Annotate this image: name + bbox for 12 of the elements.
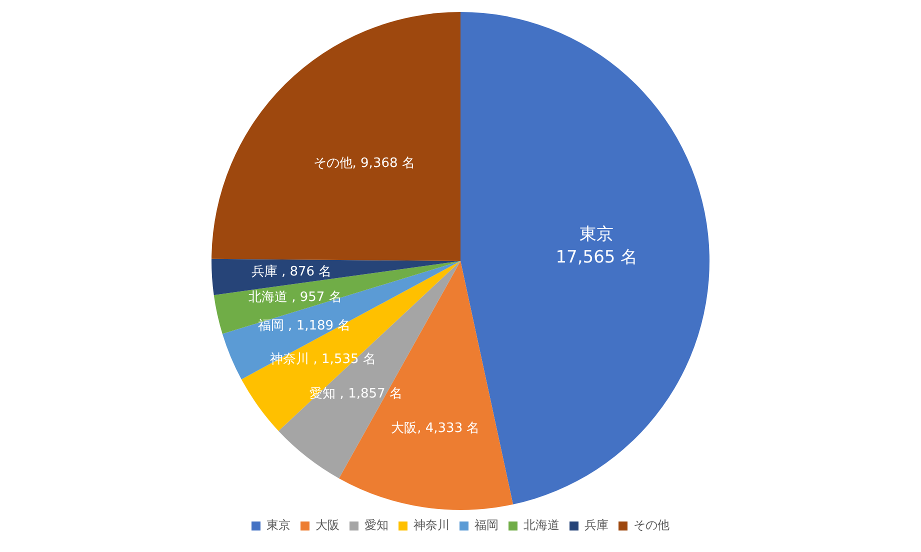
data-label: 兵庫 , 876 名 — [251, 263, 332, 280]
data-label: その他, 9,368 名 — [313, 156, 415, 172]
legend-label: 神奈川 — [414, 518, 450, 532]
legend-label: 愛知 — [364, 518, 388, 532]
legend-label: 北海道 — [524, 518, 560, 532]
data-label: 大阪, 4,333 名 — [391, 420, 480, 436]
legend-label: 福岡 — [474, 518, 498, 532]
legend-label: 兵庫 — [584, 518, 608, 532]
legend-label: 東京 — [266, 518, 290, 532]
legend-label: 大阪 — [316, 518, 340, 532]
legend-label: その他 — [634, 518, 670, 532]
data-label: 東京 17,565 名 — [556, 224, 638, 268]
